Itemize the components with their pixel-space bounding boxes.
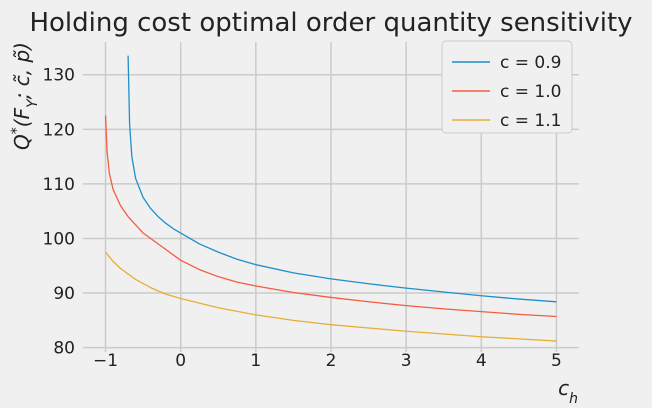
legend-label-0: c = 0.9 <box>500 53 561 73</box>
x-tick-label: 0 <box>175 351 186 371</box>
x-tick-label: 3 <box>401 351 412 371</box>
tick-labels: −1 0 1 2 3 4 5 80 90 100 110 120 130 <box>43 66 562 371</box>
y-tick-label: 130 <box>43 66 75 86</box>
x-tick-label: 2 <box>326 351 337 371</box>
legend: c = 0.9 c = 1.0 c = 1.1 <box>441 40 573 134</box>
y-tick-label: 120 <box>43 120 75 140</box>
y-tick-label: 110 <box>43 175 75 195</box>
series-line-2 <box>105 251 557 342</box>
grid <box>83 42 579 352</box>
x-tick-label: 5 <box>551 351 562 371</box>
y-tick-label: 100 <box>43 229 75 249</box>
y-tick-label: 80 <box>53 339 75 359</box>
series-lines <box>104 55 557 342</box>
legend-label-2: c = 1.1 <box>500 111 561 131</box>
x-tick-label: 1 <box>250 351 261 371</box>
y-tick-label: 90 <box>53 284 75 304</box>
series-line-0 <box>127 55 557 303</box>
legend-label-1: c = 1.0 <box>500 82 561 102</box>
chart-title: Holding cost optimal order quantity sens… <box>29 8 632 38</box>
x-tick-label: −1 <box>93 351 118 371</box>
x-tick-label: 4 <box>476 351 487 371</box>
legend-box <box>441 40 573 134</box>
series-line-1 <box>104 115 557 318</box>
